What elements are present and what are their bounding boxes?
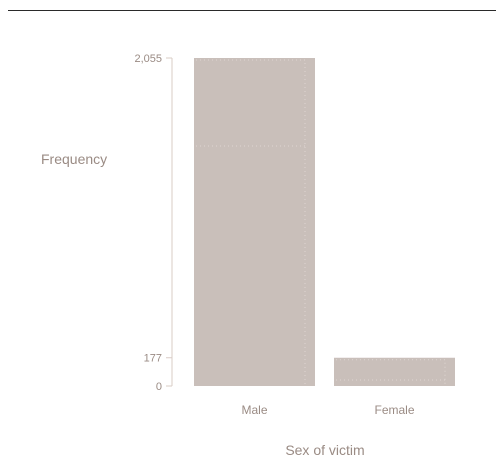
bar-female [334,357,455,386]
x-category-label: Female [374,403,414,417]
y-ticks: 0 177 2,055 [134,53,172,393]
y-tick-label: 177 [144,353,162,365]
y-tick-label: 2,055 [134,53,162,65]
y-tick-label: 0 [156,381,162,393]
bars [194,58,455,386]
category-labels: Male Female [241,403,414,417]
x-axis-title: Sex of victim [285,442,364,458]
bar-male [194,58,315,386]
bar-texture [336,359,446,384]
top-rule [8,10,496,11]
bar-texture [196,59,306,384]
y-axis-title: Frequency [41,151,107,167]
x-category-label: Male [241,403,267,417]
